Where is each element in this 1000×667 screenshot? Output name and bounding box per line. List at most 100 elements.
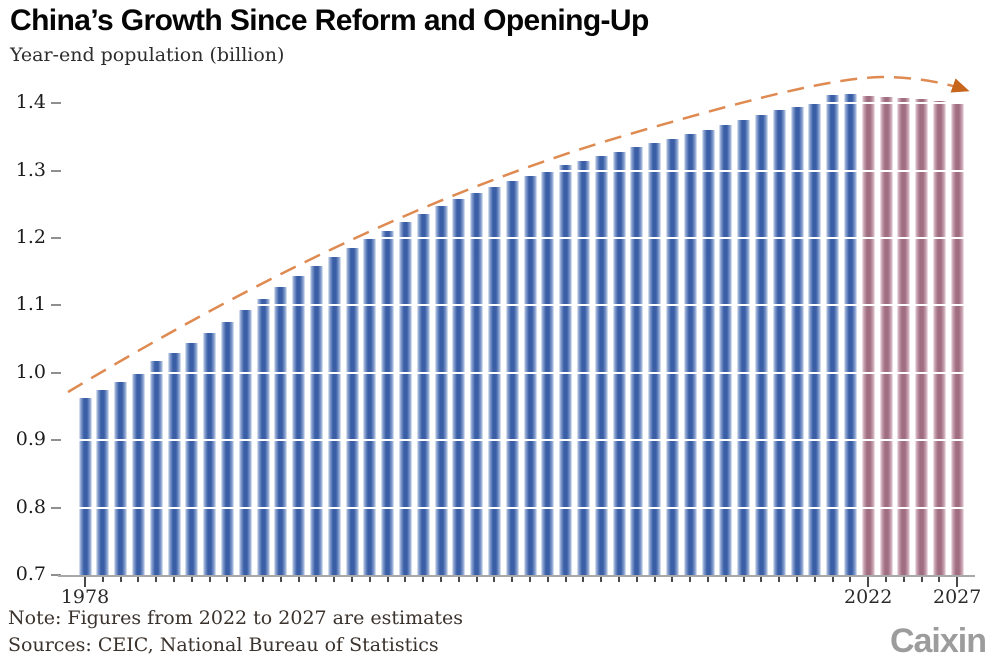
- bar-1994: [363, 238, 377, 575]
- bar-2020: [826, 95, 840, 575]
- x-tick-2019: [813, 577, 816, 582]
- y-tick-dash-icon: [51, 304, 61, 307]
- x-tick-1987: [244, 577, 247, 582]
- x-tick-2013: [707, 577, 709, 582]
- x-tick-2000: [475, 577, 478, 582]
- x-tick-2021: [849, 577, 852, 582]
- x-tick-2012: [689, 577, 692, 582]
- x-tick-1982: [155, 577, 158, 582]
- chart-subtitle: Year-end population (billion): [10, 44, 285, 66]
- x-tick-1986: [226, 577, 229, 582]
- bar-2005: [559, 165, 573, 575]
- bar-2017: [772, 109, 786, 575]
- y-tick-label-1.2: 1.2: [15, 226, 46, 248]
- bar-1987: [238, 310, 252, 575]
- x-tick-1997: [422, 577, 425, 582]
- y-tick-label-0.8: 0.8: [15, 495, 46, 518]
- chart-title: China’s Growth Since Reform and Opening-…: [10, 4, 649, 37]
- bar-1989: [274, 287, 288, 575]
- y-tick-dash-icon: [51, 371, 61, 374]
- bar-1995: [381, 230, 395, 575]
- x-tick-1999: [457, 577, 460, 582]
- x-tick-1988: [262, 577, 264, 582]
- note-text: Note: Figures from 2022 to 2027 are esti…: [8, 607, 464, 629]
- y-tick-dash-icon: [51, 506, 61, 509]
- caixin-logo: Caixin: [889, 622, 987, 660]
- y-tick-label-1.1: 1.1: [15, 293, 46, 316]
- x-tick-2009: [635, 577, 638, 582]
- x-tick-2002: [511, 577, 514, 582]
- bar-2023: [879, 96, 893, 575]
- x-tick-label-2022: 2022: [844, 586, 893, 608]
- x-tick-1993: [351, 577, 353, 582]
- x-axis-line: [58, 575, 975, 577]
- bar-2026: [932, 100, 946, 575]
- y-tick-label-1.0: 1.0: [15, 360, 46, 383]
- gridline-1.2: [68, 237, 970, 239]
- x-tick-1983: [173, 577, 175, 582]
- bar-2011: [665, 138, 679, 575]
- bar-1985: [203, 333, 217, 575]
- bar-2002: [505, 180, 519, 575]
- x-tick-2024: [902, 577, 905, 582]
- x-tick-1994: [368, 577, 371, 582]
- bar-1990: [292, 276, 306, 575]
- bar-1982: [149, 361, 163, 575]
- x-tick-2008: [618, 577, 620, 582]
- x-tick-2017: [778, 577, 781, 582]
- bar-1979: [96, 389, 110, 575]
- sources-text: Sources: CEIC, National Bureau of Statis…: [8, 634, 439, 656]
- x-tick-1989: [279, 577, 282, 582]
- bar-2027: [950, 101, 964, 575]
- x-tick-1990: [297, 577, 300, 582]
- x-tick-2025: [920, 577, 923, 582]
- bar-2009: [630, 147, 644, 575]
- bar-1978: [78, 397, 92, 575]
- x-tick-1991: [315, 577, 318, 582]
- bar-2001: [487, 186, 501, 575]
- x-tick-2005: [564, 577, 567, 582]
- bar-2019: [808, 103, 822, 575]
- y-tick-dash-icon: [51, 439, 61, 442]
- gridline-1.0: [68, 371, 970, 374]
- gridline-1.3: [68, 169, 970, 172]
- x-tick-1978: [84, 577, 86, 587]
- x-tick-2018: [796, 577, 798, 582]
- gridline-1.4: [68, 102, 970, 105]
- bar-1998: [434, 205, 448, 575]
- bar-1983: [167, 352, 181, 575]
- gridline-0.8: [68, 506, 970, 509]
- bar-2000: [470, 192, 484, 575]
- x-tick-2020: [831, 577, 834, 582]
- y-tick-dash-icon: [51, 574, 61, 576]
- x-tick-1980: [119, 577, 122, 582]
- x-tick-label-2027: 2027: [933, 586, 982, 608]
- x-tick-1996: [404, 577, 407, 582]
- bar-1986: [220, 322, 234, 576]
- x-tick-1992: [333, 577, 336, 582]
- x-tick-2015: [742, 577, 745, 582]
- y-tick-label-1.4: 1.4: [15, 91, 46, 114]
- x-tick-2022: [867, 577, 870, 587]
- gridline-1.1: [68, 304, 970, 307]
- x-tick-2014: [724, 577, 727, 582]
- y-tick-label-0.7: 0.7: [15, 563, 46, 585]
- x-tick-2001: [493, 577, 496, 582]
- bar-2021: [843, 94, 857, 575]
- x-tick-1984: [190, 577, 193, 582]
- y-tick-dash-icon: [51, 237, 61, 239]
- x-tick-1995: [386, 577, 389, 582]
- x-tick-2004: [546, 577, 549, 582]
- bar-2012: [683, 134, 697, 575]
- y-tick-dash-icon: [51, 102, 61, 105]
- bar-2022: [861, 95, 875, 575]
- y-tick-dash-icon: [51, 169, 61, 172]
- bar-2010: [648, 143, 662, 575]
- bar-1996: [398, 221, 412, 575]
- y-tick-label-0.9: 0.9: [15, 428, 46, 451]
- x-tick-1998: [440, 577, 442, 582]
- bar-2006: [576, 161, 590, 575]
- bar-1999: [452, 198, 466, 575]
